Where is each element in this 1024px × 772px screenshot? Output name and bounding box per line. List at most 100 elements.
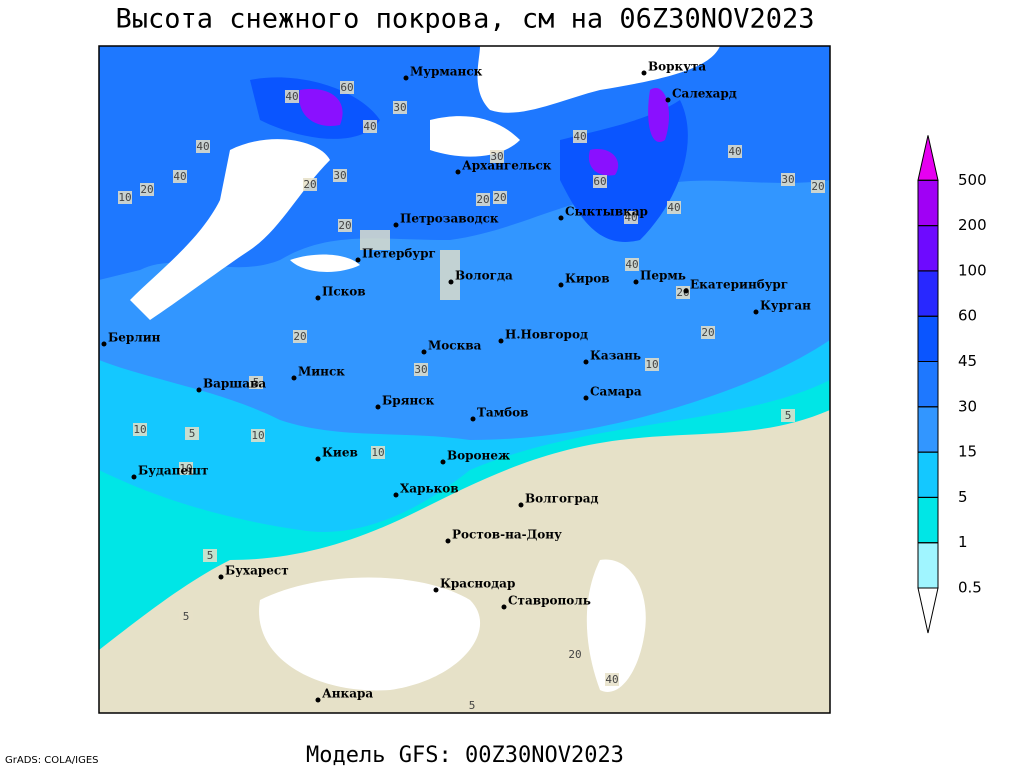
- city-dot: [501, 604, 507, 610]
- city-dot: [683, 288, 689, 294]
- city-dot: [131, 474, 137, 480]
- city-label: Н.Новгород: [505, 328, 588, 342]
- contour-label-box: [605, 673, 619, 686]
- city-dot: [393, 492, 399, 498]
- contour-label-box: [573, 130, 587, 143]
- city-dot: [291, 375, 297, 381]
- city-label: Москва: [428, 339, 482, 353]
- city-label: Ростов-на-Дону: [452, 528, 562, 542]
- contour-label: 20: [476, 193, 489, 206]
- colorbar-box: [917, 361, 939, 408]
- city-dot: [753, 309, 759, 315]
- colorbar-over: [917, 135, 939, 181]
- colorbar-box: [917, 315, 939, 363]
- city-label: Вологда: [455, 269, 513, 283]
- contour-label: 30: [333, 169, 346, 182]
- contour-label-box: [338, 219, 352, 232]
- colorbar-label: 1: [958, 533, 968, 551]
- colorbar-label: 0.5: [958, 579, 982, 597]
- city-dot: [355, 257, 361, 263]
- colorbar-label: 100: [958, 261, 987, 279]
- contour-label: 30: [781, 173, 794, 186]
- city-label: Волгоград: [525, 492, 598, 506]
- contour-label: 40: [728, 145, 741, 158]
- city-dot: [665, 97, 671, 103]
- city-label: Петербург: [362, 247, 436, 261]
- city-label: Бухарест: [225, 564, 289, 578]
- contour-label-box: [414, 363, 428, 376]
- contour-label-box: [667, 201, 681, 214]
- contour-label-box: [185, 427, 199, 440]
- contour-label-box: [393, 101, 407, 114]
- city-label: Воронеж: [447, 449, 510, 463]
- city-label: Анкара: [322, 687, 373, 701]
- city-dot: [315, 697, 321, 703]
- map-frame: [98, 45, 831, 714]
- contour-label-box: [251, 429, 265, 442]
- city-label: Сыктывкар: [565, 205, 648, 219]
- contour-label: 20: [568, 648, 581, 661]
- contour-label-box: [465, 699, 479, 712]
- colorbar-box: [917, 406, 939, 453]
- contour-label: 20: [493, 191, 506, 204]
- contour-label-box: [568, 648, 582, 661]
- colorbar-box: [917, 496, 939, 544]
- city-dot: [101, 341, 107, 347]
- contour-label-box: [179, 462, 193, 475]
- contour-label-box: [624, 211, 638, 224]
- city-dot: [583, 359, 589, 365]
- contour-label-box: [140, 183, 154, 196]
- city-dot: [375, 404, 381, 410]
- city-dot: [196, 387, 202, 393]
- contour-label-box: [781, 409, 795, 422]
- contour-label-box: [363, 120, 377, 133]
- contour-label-box: [196, 140, 210, 153]
- city-label: Минск: [298, 365, 345, 379]
- city-label: Краснодар: [440, 577, 515, 591]
- contour-label: 60: [340, 81, 353, 94]
- contour-label: 30: [393, 101, 406, 114]
- contour-label-box: [490, 150, 504, 163]
- contour-label-box: [340, 81, 354, 94]
- contour-label-box: [371, 446, 385, 459]
- colorbar-label: 200: [958, 216, 987, 234]
- contour-label: 40: [173, 170, 186, 183]
- city-label: Петрозаводск: [400, 212, 499, 226]
- contour-label-box: [593, 175, 607, 188]
- city-label: Псков: [322, 285, 366, 299]
- colorbar-box: [917, 270, 939, 317]
- contour-label: 20: [140, 183, 153, 196]
- colorbar-label: 60: [958, 307, 977, 325]
- colorbar-box: [917, 179, 939, 227]
- contour-label: 20: [303, 178, 316, 191]
- contour-label-box: [701, 326, 715, 339]
- contour-label-box: [118, 191, 132, 204]
- city-dot: [440, 459, 446, 465]
- colorbar-label: 5: [958, 488, 968, 506]
- city-label: Брянск: [382, 394, 435, 408]
- contour-label: 10: [371, 446, 384, 459]
- contour-label-box: [781, 173, 795, 186]
- city-dot: [218, 574, 224, 580]
- contour-label-box: [179, 610, 193, 623]
- city-dot: [315, 295, 321, 301]
- contour-label: 5: [253, 376, 260, 389]
- footer: Модель GFS: 00Z30NOV2023: [306, 743, 624, 768]
- city-label: Ставрополь: [508, 594, 591, 608]
- city-dot: [498, 338, 504, 344]
- city-label: Самара: [590, 385, 642, 399]
- contour-label: 5: [469, 699, 476, 712]
- contour-label-box: [133, 423, 147, 436]
- contour-label-box: [728, 145, 742, 158]
- colorbar-label: 500: [958, 171, 987, 189]
- contour-label: 10: [133, 423, 146, 436]
- colorbar-box: [917, 225, 939, 272]
- contour-label-box: [625, 258, 639, 271]
- contour-label-box: [203, 549, 217, 562]
- contour-label: 5: [785, 409, 792, 422]
- contour-label-box: [293, 330, 307, 343]
- city-dot: [433, 587, 439, 593]
- contour-label: 40: [624, 211, 637, 224]
- city-label: Варшава: [203, 377, 266, 391]
- contour-label: 40: [196, 140, 209, 153]
